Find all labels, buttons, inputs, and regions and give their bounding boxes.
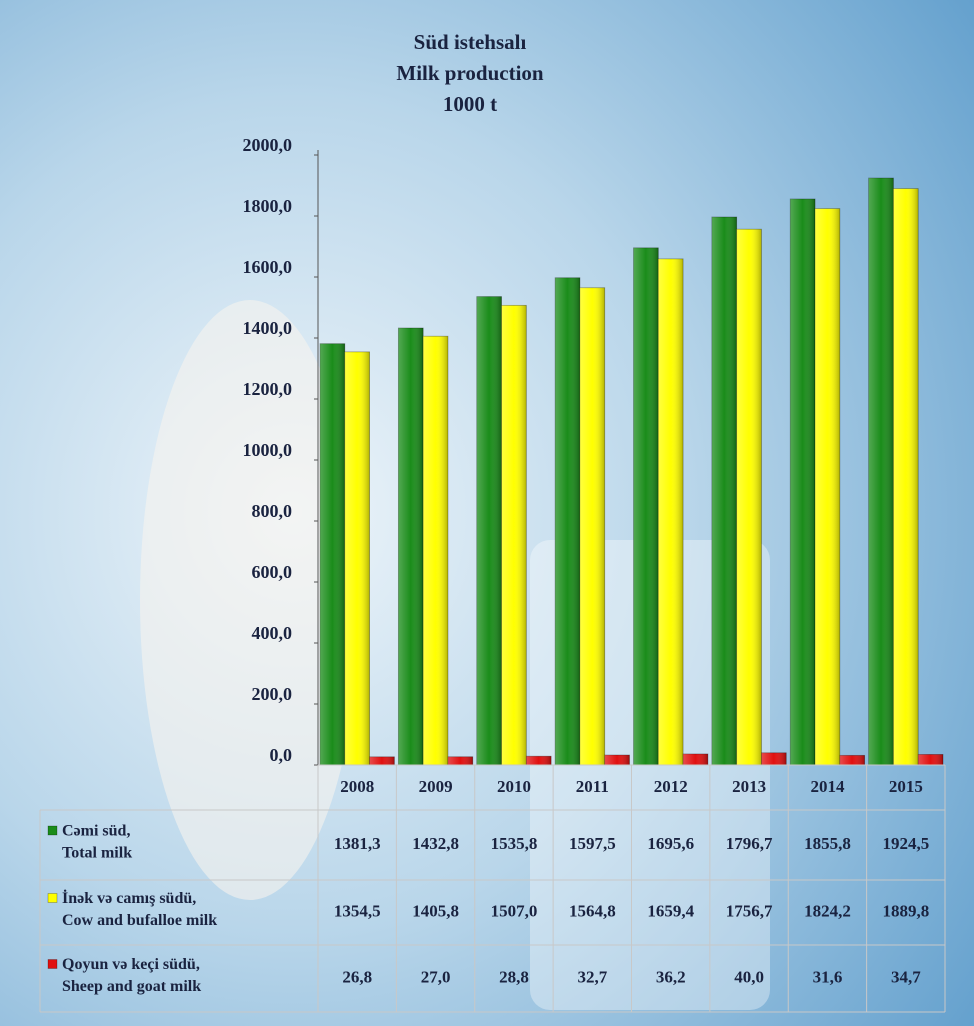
value-label: 36,2 [656,967,686,986]
bar-shade [398,327,424,765]
y-tick-label: 1400,0 [243,318,293,338]
y-tick-label: 1800,0 [243,196,293,216]
legend-label: Qoyun və keçi südü, [62,956,200,973]
y-tick-label: 1200,0 [243,379,293,399]
value-label: 1597,5 [569,834,616,853]
bar-shade [658,258,684,765]
legend-label: Cow and bufalloe milk [62,912,217,929]
bar-shade [501,305,527,765]
value-label: 27,0 [421,967,451,986]
y-tick-label: 600,0 [252,562,293,582]
bar-shade [320,343,345,765]
bar-shade [790,198,816,765]
chart-title: Süd istehsalı [414,30,527,54]
legend-marker [47,893,58,903]
bar-shade [815,208,840,765]
y-tick-label: 1600,0 [243,257,293,277]
chart-title: Milk production [396,61,544,85]
value-label: 40,0 [734,967,764,986]
value-label: 32,7 [577,967,607,986]
bar-shade [633,247,659,766]
x-tick-label: 2009 [419,777,453,796]
legend-label: Sheep and goat milk [62,978,201,995]
jug-decoration [140,300,360,900]
value-label: 1924,5 [882,834,929,853]
x-tick-label: 2015 [889,777,923,796]
y-tick-label: 2000,0 [243,135,293,155]
value-label: 28,8 [499,967,529,986]
value-label: 1535,8 [491,834,538,853]
value-label: 1432,8 [412,834,459,853]
bar-shade [893,188,919,766]
bar-shade [761,752,787,765]
value-label: 1824,2 [804,901,851,920]
bar-shade [579,287,605,765]
value-label: 1889,8 [882,901,929,920]
y-tick-label: 1000,0 [243,440,293,460]
x-tick-label: 2010 [497,777,531,796]
bar-shade [526,756,552,765]
value-label: 1381,3 [334,834,381,853]
value-label: 1507,0 [491,901,538,920]
value-label: 1564,8 [569,901,616,920]
value-label: 1796,7 [726,834,773,853]
legend-label: Total milk [62,845,132,862]
value-label: 1855,8 [804,834,851,853]
value-label: 34,7 [891,967,921,986]
y-tick-label: 200,0 [252,684,293,704]
legend-label: İnək və camış südü, [62,888,196,907]
bar-shade [839,755,865,765]
value-label: 1695,6 [647,834,694,853]
bar-shade [476,296,502,765]
bar-shade [918,754,943,765]
x-tick-label: 2011 [576,777,609,796]
bar-shade [711,217,737,766]
x-tick-label: 2014 [810,777,845,796]
y-tick-label: 0,0 [270,745,293,765]
bar-shade [423,336,448,765]
bar-shade [555,277,580,765]
x-tick-label: 2013 [732,777,766,796]
y-tick-label: 800,0 [252,501,293,521]
value-label: 1659,4 [647,901,694,920]
bar-shade [736,229,762,766]
value-label: 31,6 [813,967,843,986]
bar-shade [604,755,630,765]
bar-shade [344,351,370,765]
x-tick-label: 2008 [340,777,374,796]
legend-marker [47,825,58,836]
x-tick-label: 2012 [654,777,688,796]
value-label: 26,8 [342,967,372,986]
bar-shade [369,756,395,765]
chart-title: 1000 t [443,92,497,116]
bar-shade [868,178,894,766]
bar-shade [447,756,473,765]
y-tick-label: 400,0 [252,623,293,643]
value-label: 1756,7 [726,901,773,920]
legend-label: Cəmi süd, [62,823,130,840]
legend-marker [47,959,58,969]
bar-shade [683,753,708,765]
value-label: 1405,8 [412,901,459,920]
value-label: 1354,5 [334,901,381,920]
